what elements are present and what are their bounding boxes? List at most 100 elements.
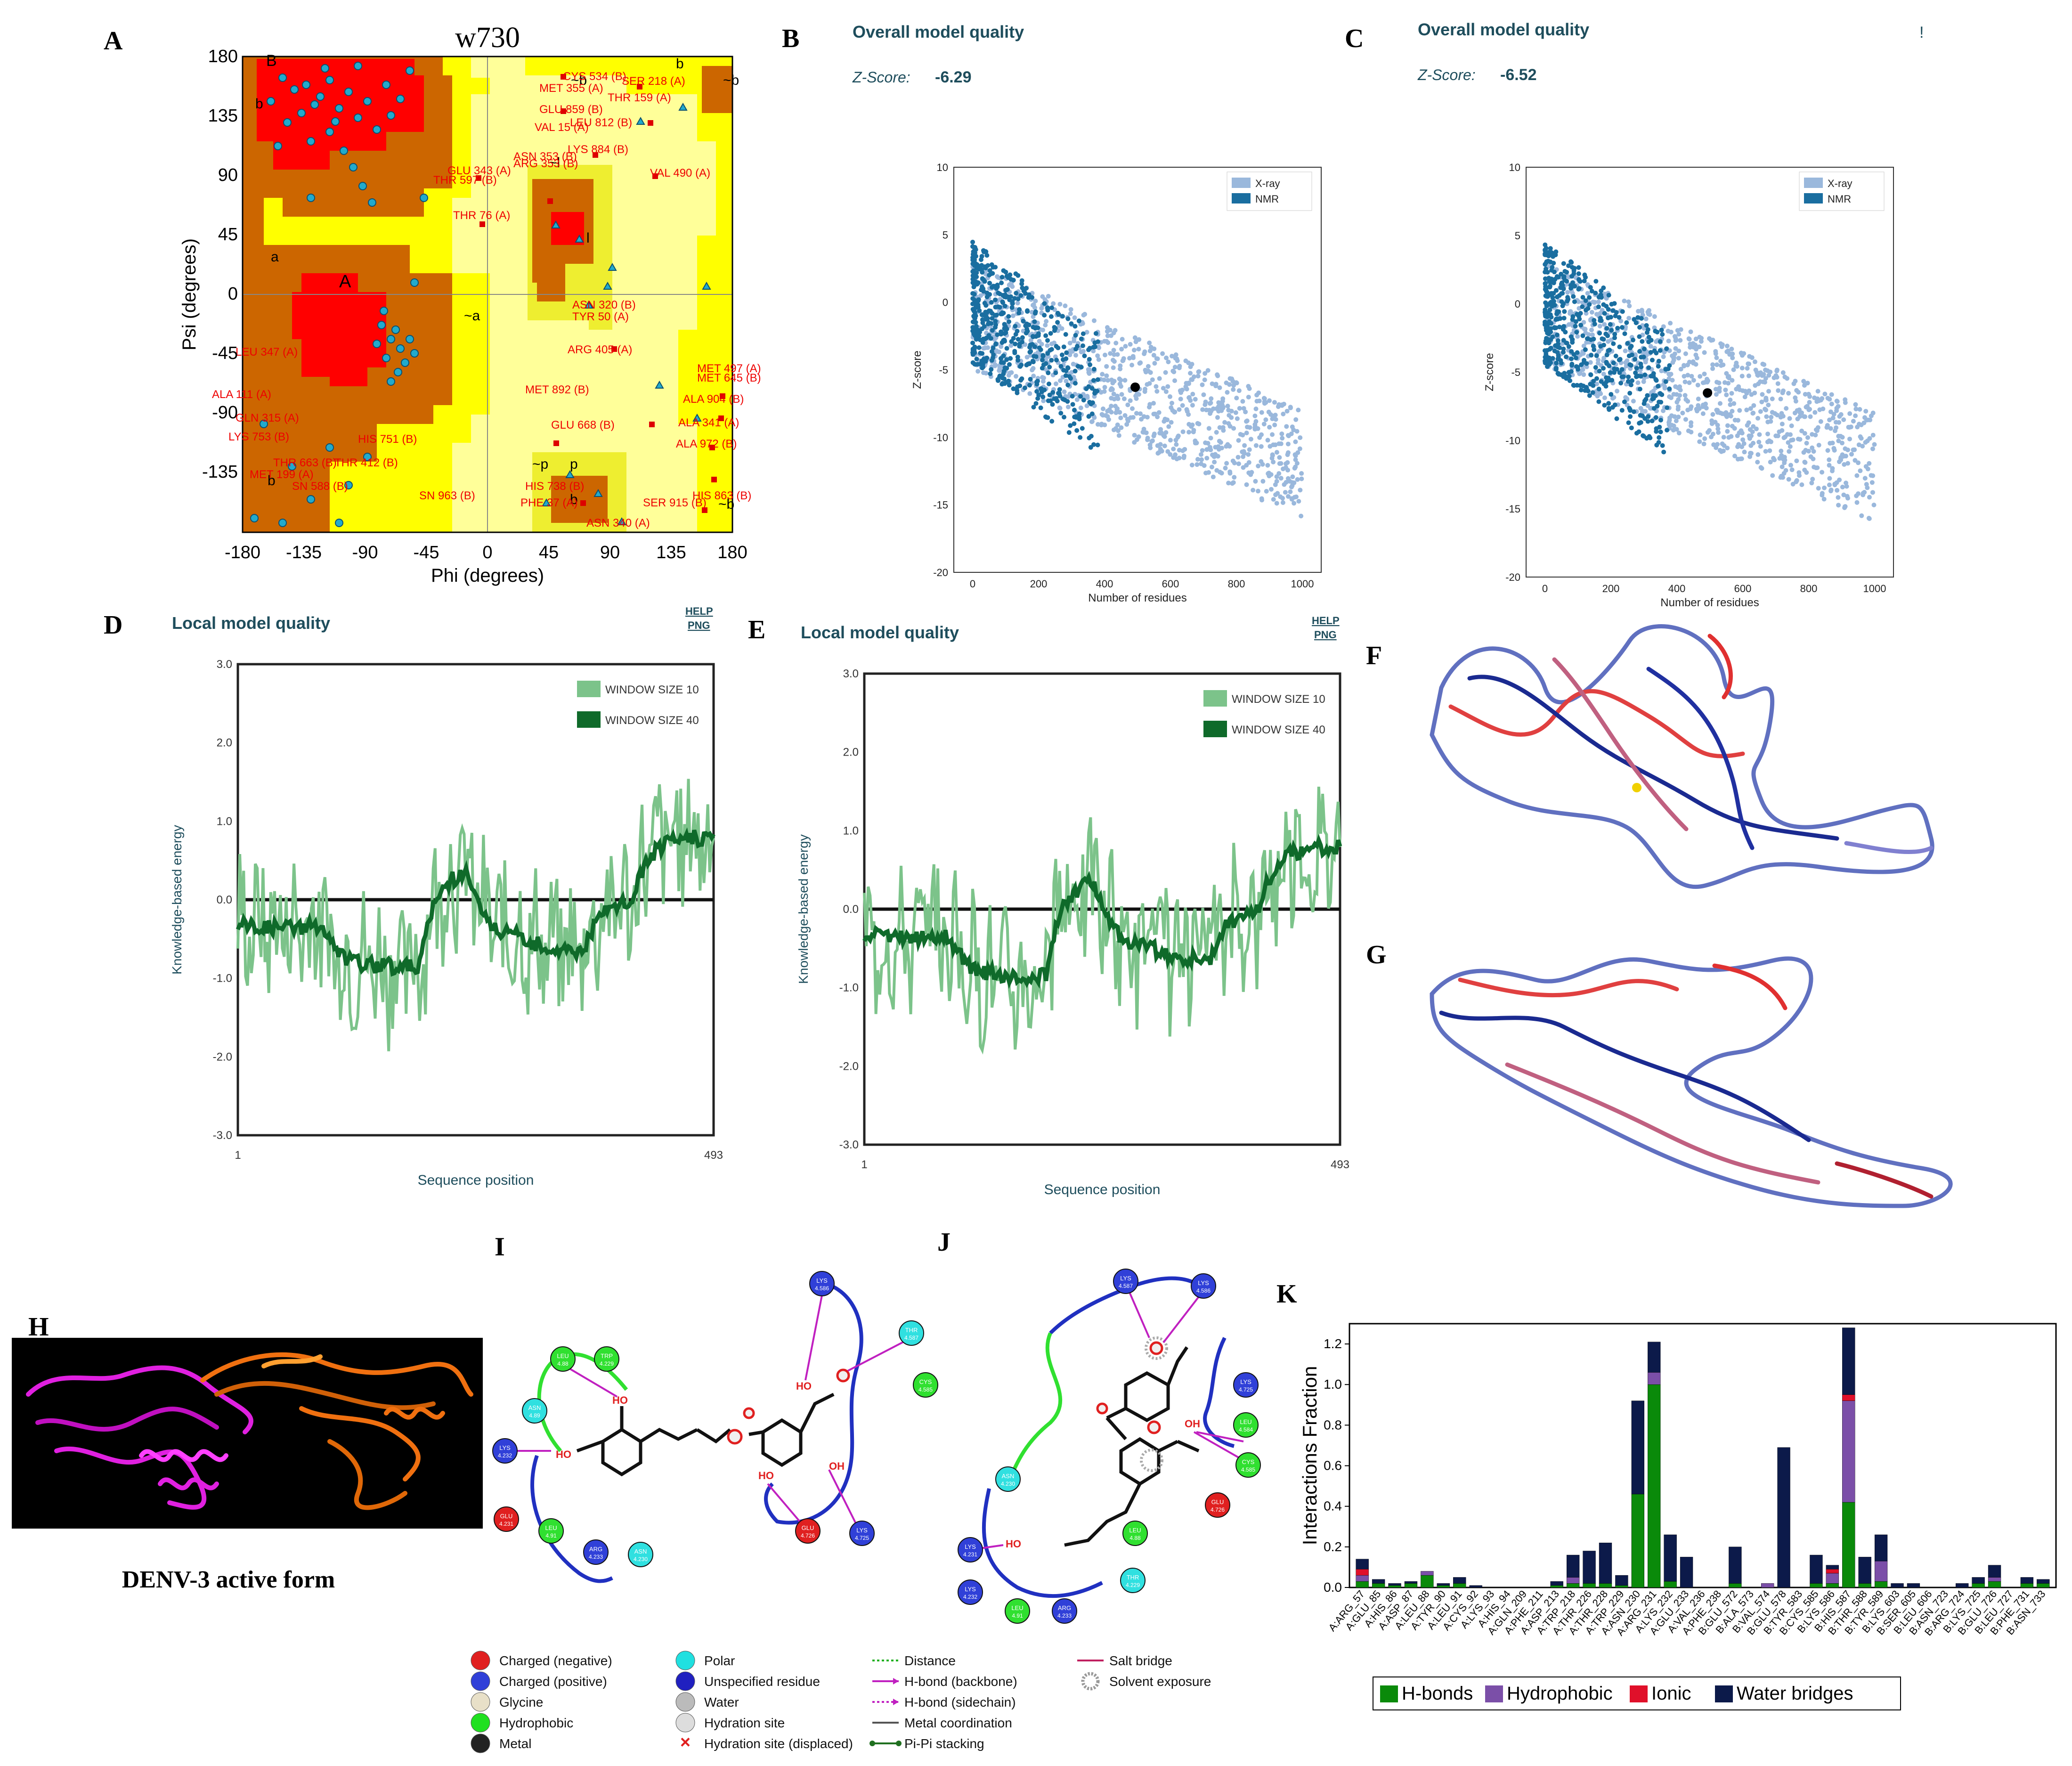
zscore-y-tick: -5 [1511,366,1520,378]
svg-text:-180: -180 [225,543,260,562]
zscore-x-tick: 0 [1542,583,1548,594]
panel-label-c: C [1345,24,1364,53]
bar-segment [1356,1575,1369,1582]
png-link[interactable]: PNG [688,619,710,631]
svg-text:~b: ~b [718,496,734,512]
legend-item-label: H-bond (backbone) [904,1674,1017,1689]
legend-item-label: H-bond (sidechain) [904,1695,1016,1709]
panel-label-i: I [495,1232,505,1261]
panel-label-g: G [1366,940,1387,969]
svg-text:PHE 37 (A): PHE 37 (A) [520,496,577,509]
bar-segment [1631,1494,1644,1588]
residue-number: 4.587 [1119,1283,1133,1289]
zscore-heading: Overall model quality [853,22,1024,41]
residue-number: 4.585 [1241,1466,1255,1473]
svg-text:GLU 859 (B): GLU 859 (B) [539,103,603,116]
ramachandran-ylabel: Psi (degrees) [179,238,200,350]
legend-item: Water [675,1692,739,1712]
help-link[interactable]: HELP [685,605,713,617]
zscore-value: -6.29 [935,68,972,86]
legend-nmr: NMR [1255,193,1279,205]
bar-segment [1566,1583,1580,1588]
glycine-points [542,102,711,525]
svg-text:-45: -45 [212,343,238,363]
local-y-tick: 1.0 [217,815,232,828]
png-link[interactable]: PNG [1314,629,1337,641]
zscore-xlabel: Number of residues [1660,596,1759,609]
svg-text:THR 76 (A): THR 76 (A) [453,209,510,222]
svg-text:ALA 904 (B): ALA 904 (B) [683,393,744,406]
bar-segment [1566,1554,1580,1578]
ramachandran-plot-area: B b b a A ~a ~b ~b ~l l p ~p b b ~b CYS … [212,52,761,533]
legend-item: Metal [471,1733,531,1753]
bar-segment [1599,1542,1612,1584]
svg-text:~b: ~b [571,73,587,88]
bar-y-tick: 0.0 [1324,1580,1342,1595]
svg-text:ARG 353 (B): ARG 353 (B) [513,157,578,170]
legend-item-label: Glycine [499,1695,543,1709]
legend-item: H-bond (backbone) [872,1674,1017,1689]
svg-text:HIS 751 (B): HIS 751 (B) [358,433,417,446]
zscore-y-tick: 10 [1509,162,1520,173]
svg-text:135: 135 [208,106,238,126]
svg-text:MET 645 (B): MET 645 (B) [697,372,761,384]
bar-y-tick: 0.4 [1324,1499,1342,1514]
bar-segment [1356,1559,1369,1570]
residue-number: 4.230 [1001,1481,1015,1487]
local-x-start: 1 [235,1149,241,1162]
residue-name: GLU [500,1513,513,1520]
panel-label-j: J [937,1228,951,1257]
legend-swatch [1715,1685,1733,1702]
bar-segment [1356,1569,1369,1576]
legend-item-label: Solvent exposure [1109,1674,1211,1689]
svg-text:VAL 15 (A): VAL 15 (A) [535,121,589,134]
local-legend: WINDOW SIZE 10 WINDOW SIZE 40 [1203,690,1325,737]
local-y-tick: -3.0 [213,1129,232,1142]
legend-window-10: WINDOW SIZE 10 [605,684,699,696]
bar-segment [1972,1577,1985,1584]
local-y-tick: -1.0 [213,972,232,985]
ramachandran-x-ticks: -180 -135 -90 -45 0 45 90 135 180 [225,543,748,562]
residue-labels: CYS 534 (B) SER 218 (A) MET 355 (A) THR … [212,70,761,529]
local-y-tick: 3.0 [217,658,232,671]
svg-text:OH: OH [1185,1418,1200,1430]
residue-number: 4.725 [1239,1386,1253,1393]
legend-item: Unspecified residue [675,1671,820,1691]
residue-number: 4.726 [1211,1506,1225,1513]
svg-text:~l: ~l [549,155,560,171]
bar-segment [1469,1585,1482,1588]
legend-item-label: Pi-Pi stacking [904,1736,984,1751]
panel-label-f: F [1366,641,1382,670]
svg-text:LYS 753 (B): LYS 753 (B) [228,431,289,443]
zscore-ylabel: Z-score [911,350,924,389]
zscore-y-tick: -10 [1505,435,1520,447]
residue-name: ARG [1058,1604,1071,1611]
window-40-curve [862,834,1342,989]
residue-number: 4.229 [1126,1582,1140,1588]
panel-label-b: B [782,24,799,53]
zscore-y-tick: -20 [933,567,948,578]
local-y-tick: -1.0 [839,982,859,994]
local-x-end: 493 [704,1149,723,1162]
zscore-y-tick: 0 [1515,298,1520,310]
residue-number: 4.725 [855,1535,869,1541]
residue-name: LYS [1240,1378,1251,1385]
local-y-tick: 0.0 [217,894,232,906]
legend-item: Metal coordination [872,1716,1012,1730]
svg-text:HIS 738 (B): HIS 738 (B) [525,480,584,493]
panel-label-h: H [28,1312,49,1342]
residue-number: 4.231 [963,1551,977,1558]
help-link[interactable]: HELP [1312,615,1340,627]
bar-segment [1988,1565,2001,1578]
svg-text:CYS 534 (B): CYS 534 (B) [563,70,626,83]
svg-text:LEU 347 (A): LEU 347 (A) [236,346,298,358]
residue-number: 4.232 [498,1452,512,1459]
bar-segment [2037,1579,2050,1584]
svg-text:THR 597 (B): THR 597 (B) [433,174,497,187]
zscore-y-tick: -20 [1505,571,1520,583]
